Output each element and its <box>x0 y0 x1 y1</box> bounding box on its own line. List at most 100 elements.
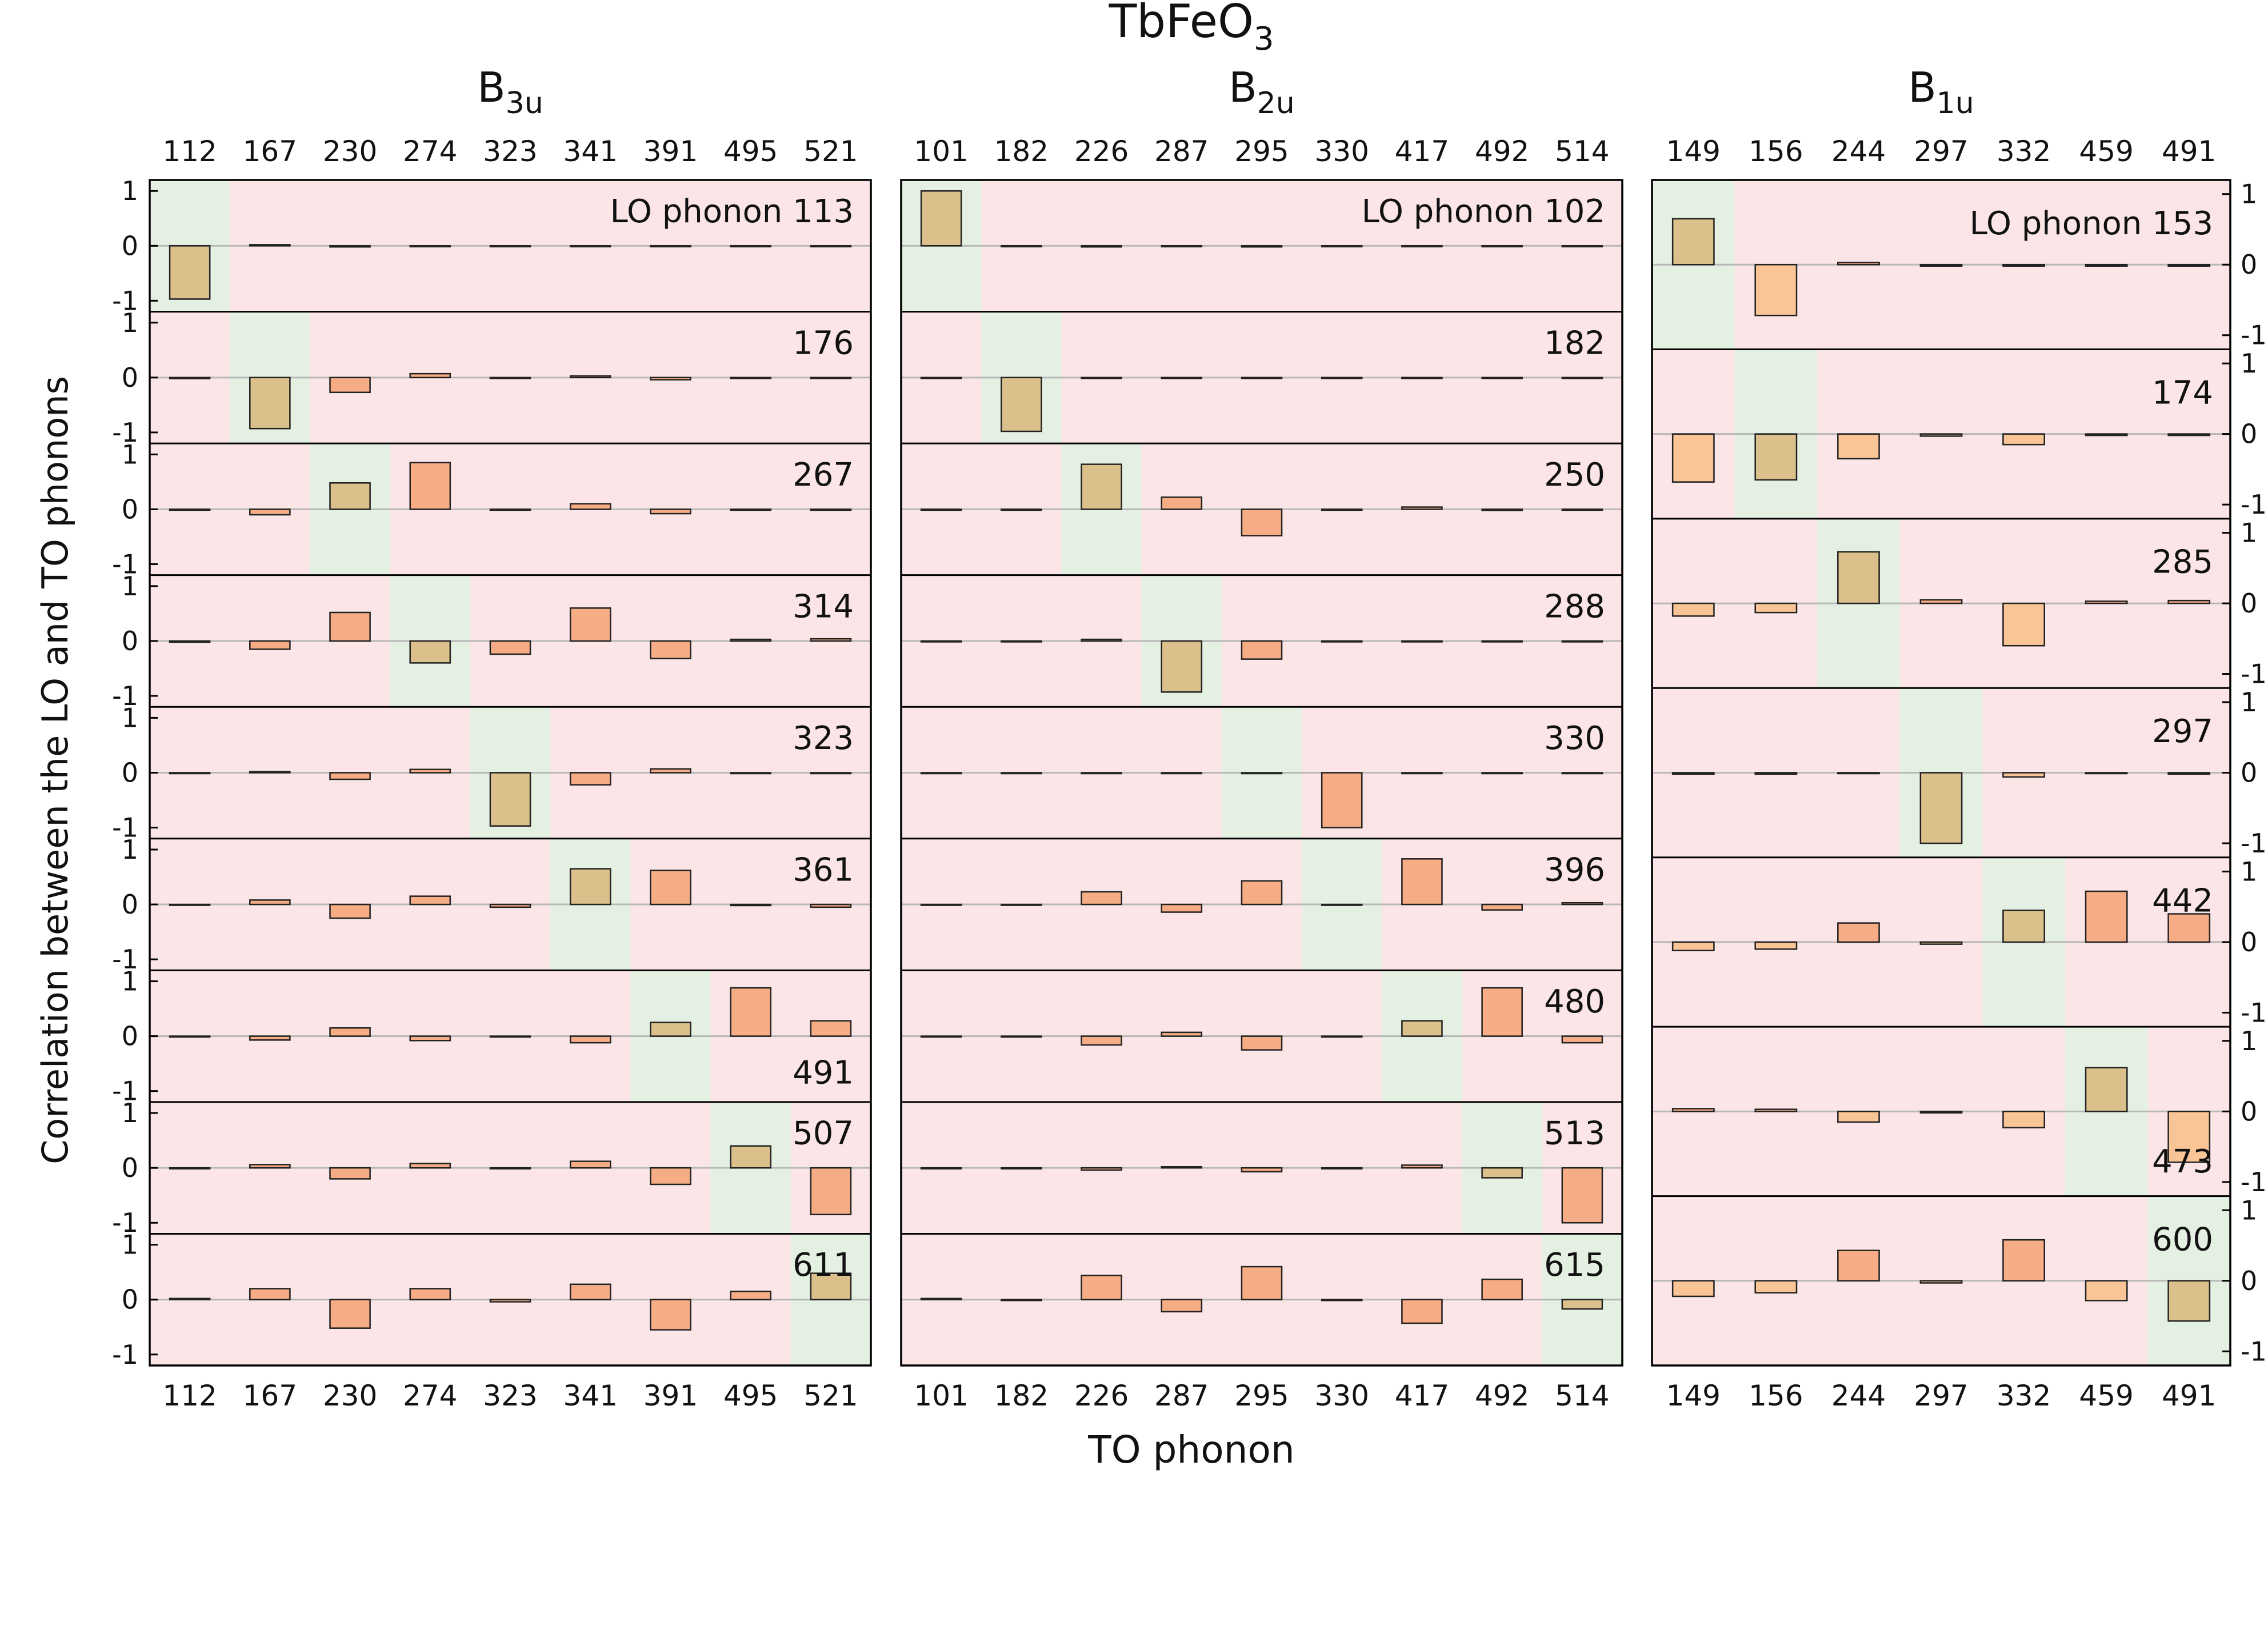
bar <box>249 899 291 906</box>
bar <box>329 245 371 248</box>
bar <box>1754 941 1798 950</box>
bar <box>169 1297 211 1300</box>
y-tick-label: 1 <box>2241 1026 2257 1056</box>
bar <box>650 1022 691 1037</box>
bar <box>569 1283 611 1300</box>
bar <box>1081 245 1122 248</box>
bar <box>1481 245 1523 248</box>
y-tick-label: -1 <box>112 1207 138 1238</box>
bottom-tick-label: 101 <box>914 1379 968 1412</box>
bar <box>920 190 962 247</box>
lo-phonon-label: 473 <box>2152 1143 2213 1180</box>
bar <box>409 1288 451 1300</box>
panel-title-base: B <box>1229 63 1257 111</box>
top-tick-label: 391 <box>643 135 698 168</box>
bar <box>329 611 371 642</box>
y-tick-label: 1 <box>2241 179 2257 210</box>
bar <box>2167 913 2211 943</box>
bar <box>2167 599 2211 604</box>
bar <box>169 508 211 511</box>
bar <box>810 903 852 908</box>
y-tick-label: 0 <box>2241 1265 2257 1296</box>
bar <box>169 377 211 380</box>
bar <box>730 987 771 1037</box>
bar <box>1561 902 1603 906</box>
bar <box>569 607 611 642</box>
y-tick-label: 0 <box>2241 249 2257 280</box>
lo-phonon-label: 361 <box>793 852 854 889</box>
bottom-tick-label: 330 <box>1315 1379 1369 1412</box>
bar <box>1481 987 1523 1037</box>
lo-phonon-label: 182 <box>1544 325 1605 362</box>
bar <box>329 1027 371 1037</box>
figure-title-sub: 3 <box>1254 21 1274 58</box>
bar <box>1561 1167 1603 1224</box>
bar <box>2085 1280 2128 1301</box>
bar <box>1321 508 1363 511</box>
bar <box>650 870 691 906</box>
bar <box>1671 433 1715 483</box>
bar <box>409 640 451 664</box>
bar <box>489 1299 531 1303</box>
top-tick-label: 323 <box>483 135 537 168</box>
bar <box>1241 377 1283 379</box>
bar <box>1671 602 1715 617</box>
bar <box>650 245 691 248</box>
bar <box>2002 772 2045 778</box>
bar <box>1919 772 1963 844</box>
lo-phonon-label: 176 <box>793 325 854 362</box>
row-subplot: 250 <box>901 442 1622 575</box>
bar <box>1671 1108 1715 1112</box>
bar <box>2085 263 2128 267</box>
bar <box>1919 1280 1963 1284</box>
bar <box>169 1035 211 1038</box>
bar <box>1321 245 1363 248</box>
bar <box>920 640 962 643</box>
bar <box>1837 262 1880 266</box>
bar <box>489 903 531 908</box>
bar <box>1321 903 1363 906</box>
bottom-tick-label: 287 <box>1154 1379 1209 1412</box>
bar <box>1561 772 1603 775</box>
lo-phonon-label: 611 <box>793 1247 854 1284</box>
bar <box>1081 1035 1122 1046</box>
bar <box>1321 772 1363 828</box>
y-tick-label: 0 <box>2241 588 2257 619</box>
panel-title-base: B <box>477 63 505 111</box>
lo-phonon-label: 480 <box>1544 983 1605 1020</box>
bar <box>1321 377 1363 379</box>
bar <box>1401 1164 1443 1169</box>
top-tick-label: 287 <box>1154 135 1209 168</box>
bar <box>249 244 291 247</box>
bar <box>1001 508 1042 511</box>
lo-phonon-label: 314 <box>793 588 854 625</box>
bar <box>810 1020 852 1037</box>
bottom-tick-label: 459 <box>2079 1379 2133 1412</box>
bar <box>810 1167 852 1216</box>
bar <box>920 1035 962 1038</box>
bar <box>1161 377 1203 379</box>
y-tick-label: 1 <box>2241 1195 2257 1226</box>
y-tick-label: 0 <box>2241 419 2257 450</box>
y-tick-label: 1 <box>122 439 138 470</box>
bar <box>1001 772 1042 775</box>
y-tick-label: -1 <box>2241 320 2267 351</box>
bar <box>2085 433 2128 436</box>
bar <box>1241 880 1283 906</box>
panel-title-sub: 1u <box>1937 86 1974 121</box>
bar <box>329 482 371 510</box>
bar <box>1837 1111 1880 1123</box>
bar <box>329 903 371 919</box>
bar <box>1001 245 1042 248</box>
bar <box>1754 602 1798 614</box>
bottom-tick-label: 244 <box>1831 1379 1886 1412</box>
row-subplot: 480 <box>901 969 1622 1102</box>
y-axis-label: Correlation between the LO and TO phonon… <box>34 376 76 1164</box>
y-tick-label: -1 <box>2241 997 2267 1028</box>
bar <box>1241 1265 1283 1300</box>
bar <box>650 377 691 381</box>
bar <box>1754 433 1798 481</box>
row-subplot: 1 0 -1 442 <box>1652 856 2267 1028</box>
top-tick-label: 230 <box>323 135 377 168</box>
bar <box>1401 858 1443 906</box>
